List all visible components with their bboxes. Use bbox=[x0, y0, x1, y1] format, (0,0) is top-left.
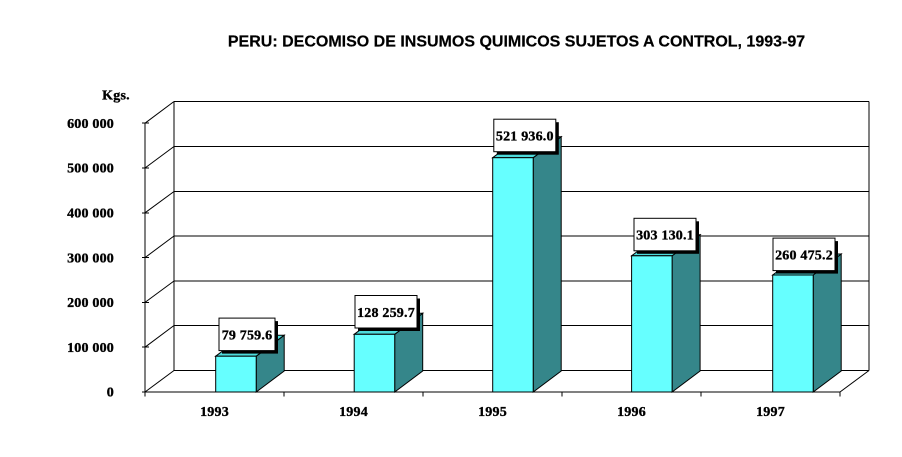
svg-text:1996: 1996 bbox=[617, 405, 646, 420]
svg-text:1994: 1994 bbox=[339, 405, 368, 420]
svg-text:400 000: 400 000 bbox=[67, 207, 114, 222]
svg-text:0: 0 bbox=[107, 386, 114, 401]
svg-text:500 000: 500 000 bbox=[67, 162, 114, 177]
svg-text:79 759.6: 79 759.6 bbox=[222, 328, 273, 343]
svg-text:1993: 1993 bbox=[200, 405, 229, 420]
svg-text:521 936.0: 521 936.0 bbox=[496, 130, 554, 145]
svg-text:Kgs.: Kgs. bbox=[102, 89, 130, 104]
svg-text:100 000: 100 000 bbox=[67, 341, 114, 356]
svg-text:1995: 1995 bbox=[478, 405, 507, 420]
svg-text:300 000: 300 000 bbox=[67, 251, 114, 266]
svg-text:303 130.1: 303 130.1 bbox=[636, 229, 694, 244]
svg-text:PERU: DECOMISO DE INSUMOS QUIM: PERU: DECOMISO DE INSUMOS QUIMICOS SUJET… bbox=[228, 34, 805, 51]
svg-text:1997: 1997 bbox=[756, 405, 785, 420]
svg-text:600 000: 600 000 bbox=[67, 117, 114, 132]
svg-text:128 259.7: 128 259.7 bbox=[357, 306, 415, 321]
svg-text:200 000: 200 000 bbox=[67, 296, 114, 311]
svg-text:260 475.2: 260 475.2 bbox=[775, 248, 833, 263]
